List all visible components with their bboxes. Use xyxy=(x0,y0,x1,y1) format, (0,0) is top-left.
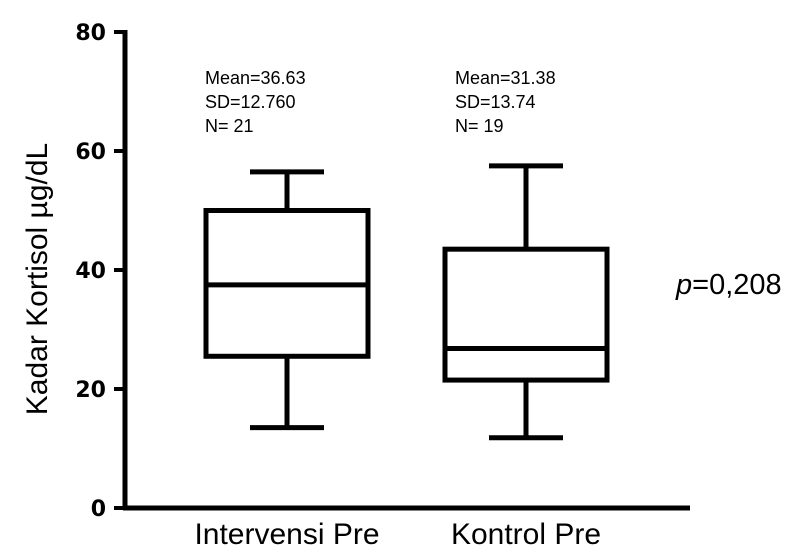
stat-n-intervensi: N= 21 xyxy=(205,116,254,136)
iqr-box xyxy=(442,246,610,383)
y-axis-label: Kadar Kortisol µg/dL xyxy=(21,143,54,415)
y-tick-label: 20 xyxy=(75,378,106,403)
y-tick-label: 40 xyxy=(75,259,106,284)
boxes xyxy=(203,163,610,441)
stat-sd-intervensi: SD=12.760 xyxy=(205,92,296,112)
stat-mean-intervensi: Mean=36.63 xyxy=(205,68,306,88)
y-tick-label: 80 xyxy=(75,21,106,46)
stat-n-kontrol: N= 19 xyxy=(455,116,504,136)
stat-mean-kontrol: Mean=31.38 xyxy=(455,68,556,88)
category-label-intervensi-pre: Intervensi Pre xyxy=(194,518,379,549)
stat-sd-kontrol: SD=13.74 xyxy=(455,92,536,112)
box-intervensi-pre xyxy=(203,169,371,431)
category-label-kontrol-pre: Kontrol Pre xyxy=(451,518,601,549)
p-value: =0,208 xyxy=(692,269,782,301)
y-tick-label: 60 xyxy=(75,140,106,165)
p-symbol: p xyxy=(675,269,692,301)
y-tick-label: 0 xyxy=(91,497,106,522)
box-kontrol-pre xyxy=(442,163,610,441)
y-ticks: 0 20 40 60 80 xyxy=(75,21,125,522)
p-value-annotation: p=0,208 xyxy=(675,269,782,301)
